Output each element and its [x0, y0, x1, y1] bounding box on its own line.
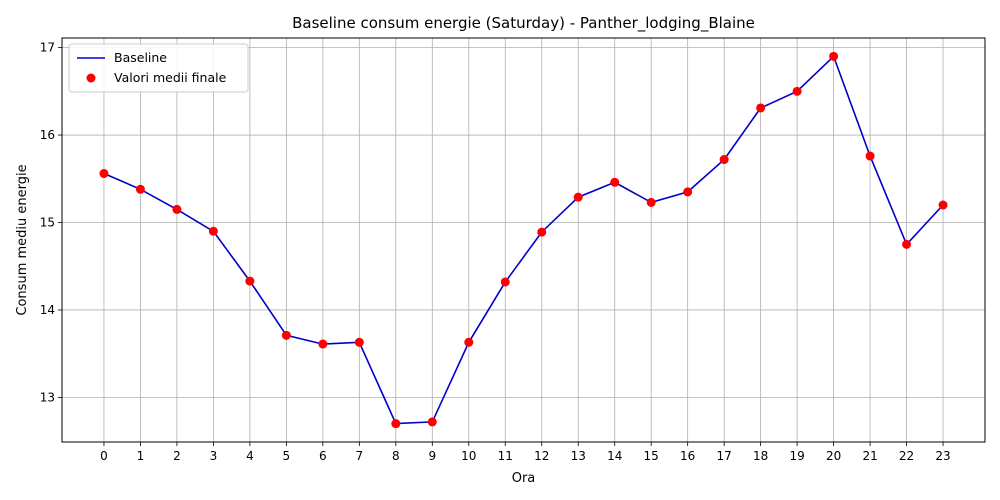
x-tick-label: 22	[899, 449, 914, 463]
x-tick-label: 6	[319, 449, 327, 463]
series-line-baseline	[103, 54, 944, 425]
data-point	[208, 226, 218, 236]
y-tick-label: 17	[40, 41, 55, 55]
x-tick-label: 23	[935, 449, 950, 463]
grid	[62, 38, 985, 442]
x-tick-label: 8	[392, 449, 400, 463]
y-axis-label: Consum mediu energie	[15, 164, 30, 315]
x-tick-label: 3	[210, 449, 218, 463]
x-tick-label: 17	[717, 449, 732, 463]
x-tick-label: 11	[498, 449, 513, 463]
data-point	[391, 419, 401, 429]
legend: Baseline Valori medii finale	[68, 43, 249, 93]
x-tick-label: 7	[356, 449, 364, 463]
data-point	[902, 239, 912, 249]
data-point	[500, 277, 510, 287]
data-point	[245, 276, 255, 286]
x-tick-label: 14	[607, 449, 622, 463]
x-tick-label: 0	[100, 449, 108, 463]
y-tick-label: 14	[40, 303, 55, 317]
data-point	[318, 339, 328, 349]
legend-label-baseline: Baseline	[114, 50, 167, 65]
data-point	[865, 151, 875, 161]
x-tick-label: 12	[534, 449, 549, 463]
plot-frame	[61, 37, 986, 443]
x-axis-ticks: 0 1 2 3 4 5 6 7 8 9 10 11 12 13 14 15 16 17 18 19 20 21 22 23	[100, 442, 951, 463]
data-point	[683, 187, 693, 197]
x-tick-label: 19	[789, 449, 804, 463]
data-point	[172, 204, 182, 214]
data-point	[719, 155, 729, 165]
data-point	[829, 51, 839, 61]
y-tick-label: 16	[40, 128, 55, 142]
legend-dot-swatch	[86, 73, 96, 83]
x-tick-label: 15	[644, 449, 659, 463]
data-point	[646, 197, 656, 207]
data-point	[281, 330, 291, 340]
data-point	[427, 417, 437, 427]
x-axis-label: Ora	[512, 471, 536, 486]
data-point	[354, 337, 364, 347]
x-tick-label: 21	[862, 449, 877, 463]
y-tick-label: 15	[40, 216, 55, 230]
x-tick-label: 16	[680, 449, 695, 463]
legend-label-valori-medii-finale: Valori medii finale	[114, 70, 227, 85]
data-point	[610, 177, 620, 187]
x-tick-label: 2	[173, 449, 181, 463]
data-point	[135, 184, 145, 194]
legend-box	[68, 43, 249, 93]
data-point	[792, 86, 802, 96]
data-point	[573, 192, 583, 202]
x-tick-label: 5	[283, 449, 291, 463]
x-tick-label: 18	[753, 449, 768, 463]
y-axis-ticks: 13 14 15 16 17	[40, 41, 62, 404]
x-tick-label: 4	[246, 449, 254, 463]
data-point	[99, 169, 109, 179]
data-point	[464, 337, 474, 347]
x-tick-label: 20	[826, 449, 841, 463]
y-tick-label: 13	[40, 390, 55, 404]
data-point	[537, 227, 547, 237]
data-point	[938, 200, 948, 210]
data-point	[756, 103, 766, 113]
x-tick-label: 13	[571, 449, 586, 463]
x-tick-label: 9	[428, 449, 436, 463]
chart-title: Baseline consum energie (Saturday) - Pan…	[292, 14, 755, 33]
series-layer	[99, 51, 948, 429]
x-tick-label: 10	[461, 449, 476, 463]
x-tick-label: 1	[137, 449, 145, 463]
